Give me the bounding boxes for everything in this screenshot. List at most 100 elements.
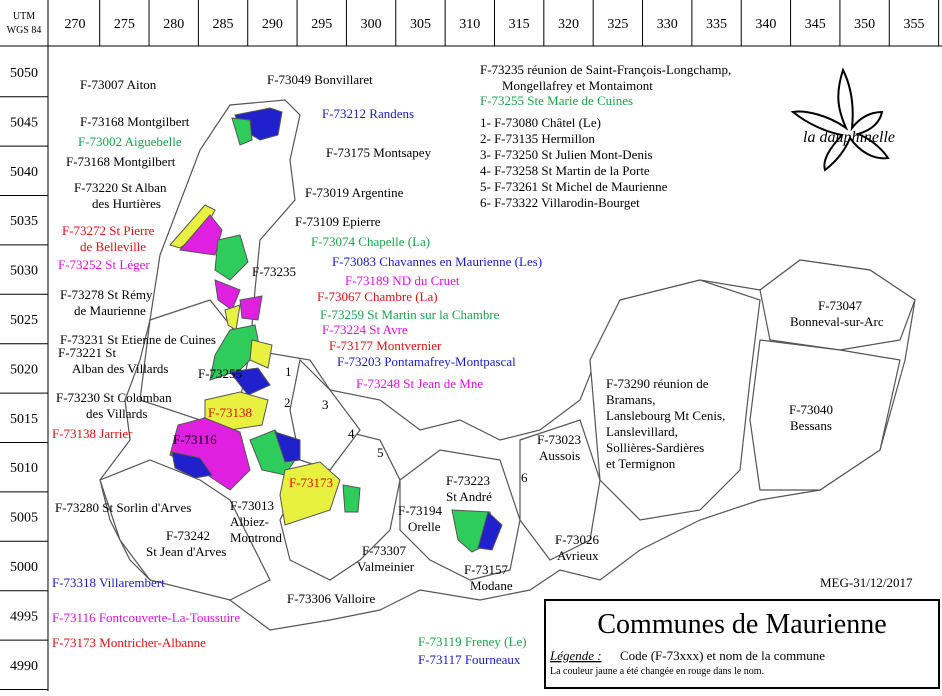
label-line: Aussois [539,448,580,463]
y-tick-label: 5035 [10,214,38,229]
x-tick-label: 330 [657,17,678,32]
y-tick-label: 5025 [10,313,38,328]
commune-label: 3 [322,397,329,412]
x-tick-label: 335 [706,17,727,32]
label-line: 2- F-73135 Hermillon [480,131,595,146]
x-tick-label: 305 [410,17,431,32]
commune-label: 3- F-73250 St Julien Mont-Denis [480,147,653,162]
commune-label: F-73248 St Jean de Mne [356,376,483,391]
label-line: F-73173 Montricher-Albanne [52,635,206,650]
label-line: F-73248 St Jean de Mne [356,376,483,391]
label-line: 4- F-73258 St Martin de la Porte [480,163,650,178]
commune-label: F-73157 Modane [464,562,513,593]
label-line: F-73074 Chapelle (La) [311,234,430,249]
label-line: Modane [470,578,513,593]
commune-label: F-73047 Bonneval-sur-Arc [790,298,884,329]
label-line: F-73119 Freney (Le) [418,634,527,649]
commune-label: F-73138 Jarrier [52,426,133,441]
commune-label: F-73173 [289,475,333,490]
commune-label: F-73175 Montsapey [326,145,432,160]
commune-label: F-73117 Fourneaux [418,652,521,667]
y-tick-label: 4995 [10,609,38,624]
commune-label: F-73290 réunion de Bramans, Lanslebourg Mt… [606,376,725,471]
label-line: F-73175 Montsapey [326,145,432,160]
commune-label: F-73116 Fontcouverte-La-Toussuire [52,610,240,625]
label-line: Albiez- [230,514,269,529]
x-tick-label: 340 [755,17,776,32]
label-line: F-73224 St Avre [322,322,408,337]
label-line: Sollières-Sardières [606,440,704,455]
x-tick-label: 300 [361,17,382,32]
label-line: F-73173 [289,475,333,490]
y-tick-label: 5050 [10,66,38,81]
label-line: F-73307 [362,543,407,558]
legend-text: Code (F-73xxx) et nom de la commune [620,648,825,663]
commune-label: F-73235 réunion de Saint-François-Longch… [480,62,731,93]
label-line: des Villards [86,406,147,421]
label-line: F-73168 Montgilbert [66,154,176,169]
commune-label: F-73221 St Alban des Villards [58,345,168,376]
commune-label: 4 [348,426,355,441]
commune-label: F-73318 Villarembert [52,575,165,590]
label-line: F-73223 [446,473,490,488]
commune-label: F-73138 [208,405,252,420]
label-line: F-73280 St Sorlin d'Arves [55,500,191,515]
label-line: F-73230 St Colomban [56,390,172,405]
label-line: F-73019 Argentine [305,185,404,200]
communes [99,99,916,631]
x-tick-label: 355 [903,17,924,32]
commune-label: F-73173 Montricher-Albanne [52,635,206,650]
x-tick-label: 280 [163,17,184,32]
label-line: F-73259 St Martin sur la Chambre [320,307,500,322]
commune-label: F-73074 Chapelle (La) [311,234,430,249]
label-line: 5- F-73261 St Michel de Maurienne [480,179,668,194]
labels: F-73007 Aiton F-73049 Bonvillaret F-73212 … [52,62,913,667]
commune-label: F-73278 St Rémy de Maurienne [60,287,153,318]
label-line: F-73047 [818,298,863,313]
commune-label: F-73109 Epierre [295,214,381,229]
label-line: F-73255 [198,366,242,381]
label-line: Bessans [790,418,832,433]
label-line: Montrond [230,530,283,545]
x-tick-label: 275 [114,17,135,32]
commune-label: F-73203 Pontamafrey-Montpascal [337,354,516,369]
commune-label: F-73272 St Pierre de Belleville [62,223,155,254]
y-tick-label: 5000 [10,560,38,575]
commune-label: F-73223 St André [446,473,492,504]
legend-key: Légende : [549,648,602,663]
x-tick-label: 325 [607,17,628,32]
y-tick-label: 5045 [10,115,38,130]
label-line: MEG-31/12/2017 [820,575,913,590]
commune-label: F-73019 Argentine [305,185,404,200]
commune-label: 2 [284,395,291,410]
label-line: F-73023 [537,432,581,447]
commune-label: F-73231 St Etienne de Cuines [60,332,216,347]
label-line: 6- F-73322 Villarodin-Bourget [480,195,640,210]
label-line: F-73255 Ste Marie de Cuines [480,93,633,108]
label-line: F-73278 St Rémy [60,287,153,302]
label-line: F-73221 St [58,345,117,360]
commune-label: F-73168 Montgilbert [80,114,190,129]
y-tick-label: 5010 [10,461,38,476]
label-line: de Maurienne [74,303,146,318]
label-line: St Jean d'Arves [146,544,226,559]
commune-label: F-73168 Montgilbert [66,154,176,169]
commune-label: 6- F-73322 Villarodin-Bourget [480,195,640,210]
commune-label: F-73259 St Martin sur la Chambre [320,307,500,322]
commune-label: 5- F-73261 St Michel de Maurienne [480,179,668,194]
label-line: F-73040 [789,402,833,417]
label-line: Avrieux [557,548,599,563]
label-line: F-73168 Montgilbert [80,114,190,129]
label-line: 1 [285,364,292,379]
label-line: F-73002 Aiguebelle [78,134,182,149]
commune-label: F-73013 Albiez-Montrond [230,498,283,545]
label-line: Lanslebourg Mt Cenis, [606,408,725,423]
commune-label: 1- F-73080 Châtel (Le) [480,115,601,130]
commune-label: F-73007 Aiton [80,77,157,92]
label-line: F-73194 [398,503,443,518]
label-line: F-73272 St Pierre [62,223,155,238]
commune-label: 6 [521,470,528,485]
label-line: St André [446,489,492,504]
commune-label: 1 [285,364,292,379]
